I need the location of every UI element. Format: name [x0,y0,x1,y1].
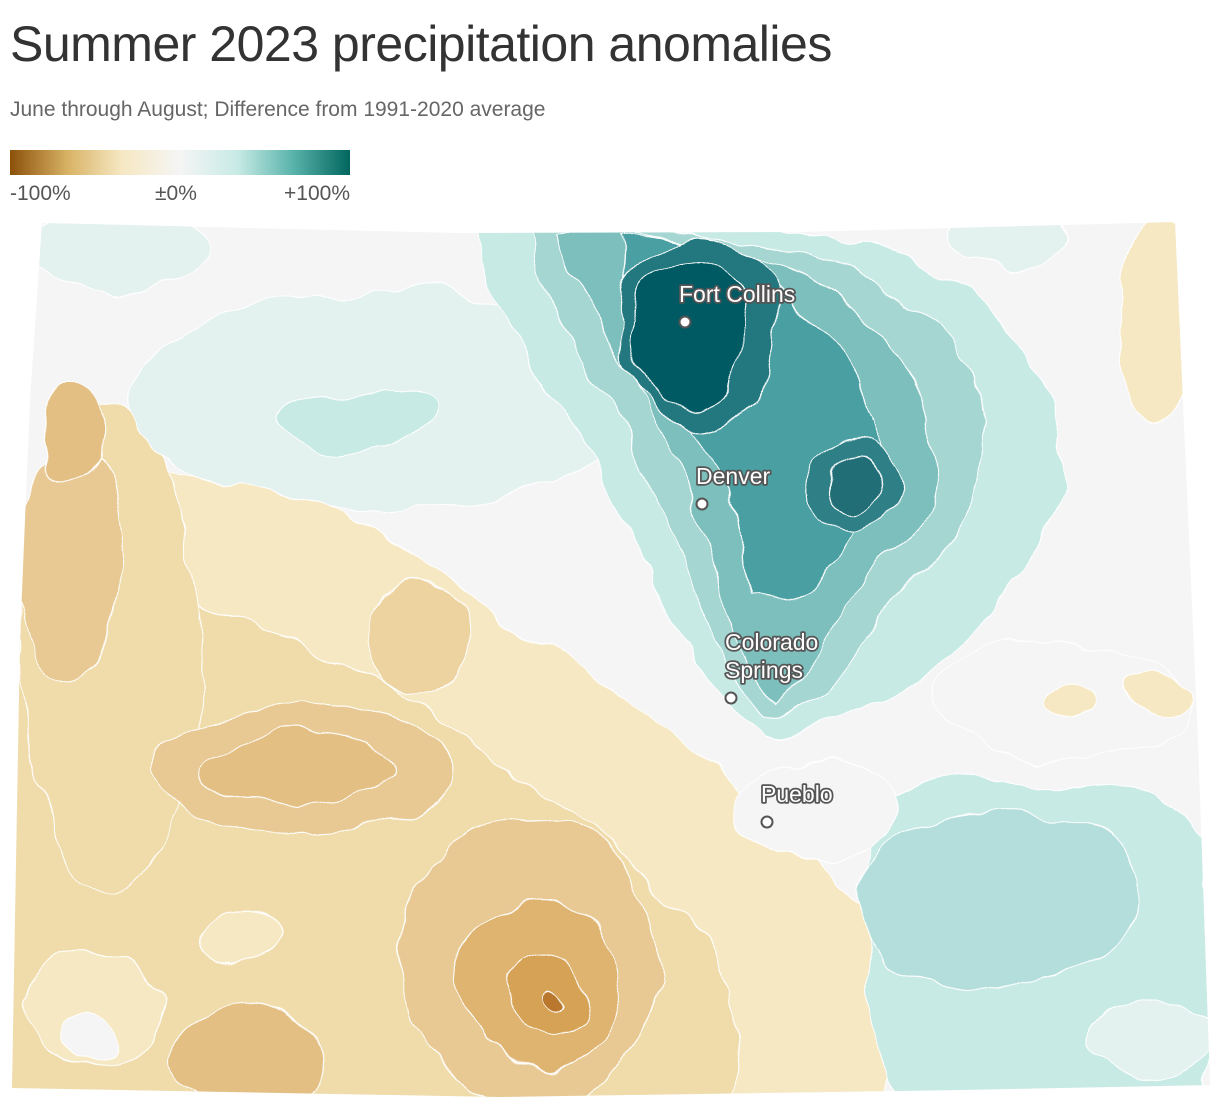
chart-subtitle: June through August; Difference from 199… [10,98,546,121]
city-dot [724,691,738,705]
legend-max-label: +100% [284,182,350,205]
legend-color-bar [10,150,350,175]
city-dot [695,497,709,511]
legend-min-label: -100% [10,182,71,205]
city-markers: Fort Collins Denver Colorado Springs Pue… [677,279,834,829]
precipitation-anomaly-map: Fort Collins Denver Colorado Springs Pue… [12,222,1210,1097]
color-legend: -100% ±0% +100% [10,150,350,206]
state-outline [12,222,1210,1097]
city-label-colorado-springs: Colorado Springs [725,629,825,683]
city-dot [678,315,692,329]
legend-mid-label: ±0% [155,182,197,205]
city-label-fort-collins: Fort Collins [679,281,795,307]
city-label-colorado-springs-line2: Springs [725,657,803,683]
city-label-colorado-springs-line1: Colorado [725,629,818,655]
city-colorado-springs: Colorado Springs [723,627,825,705]
city-fort-collins: Fort Collins [677,279,797,329]
chart-title: Summer 2023 precipitation anomalies [10,16,832,72]
city-denver: Denver [694,461,772,511]
city-label-denver: Denver [696,463,770,489]
city-dot [760,815,774,829]
city-pueblo: Pueblo [759,779,834,829]
city-label-pueblo: Pueblo [761,781,833,807]
